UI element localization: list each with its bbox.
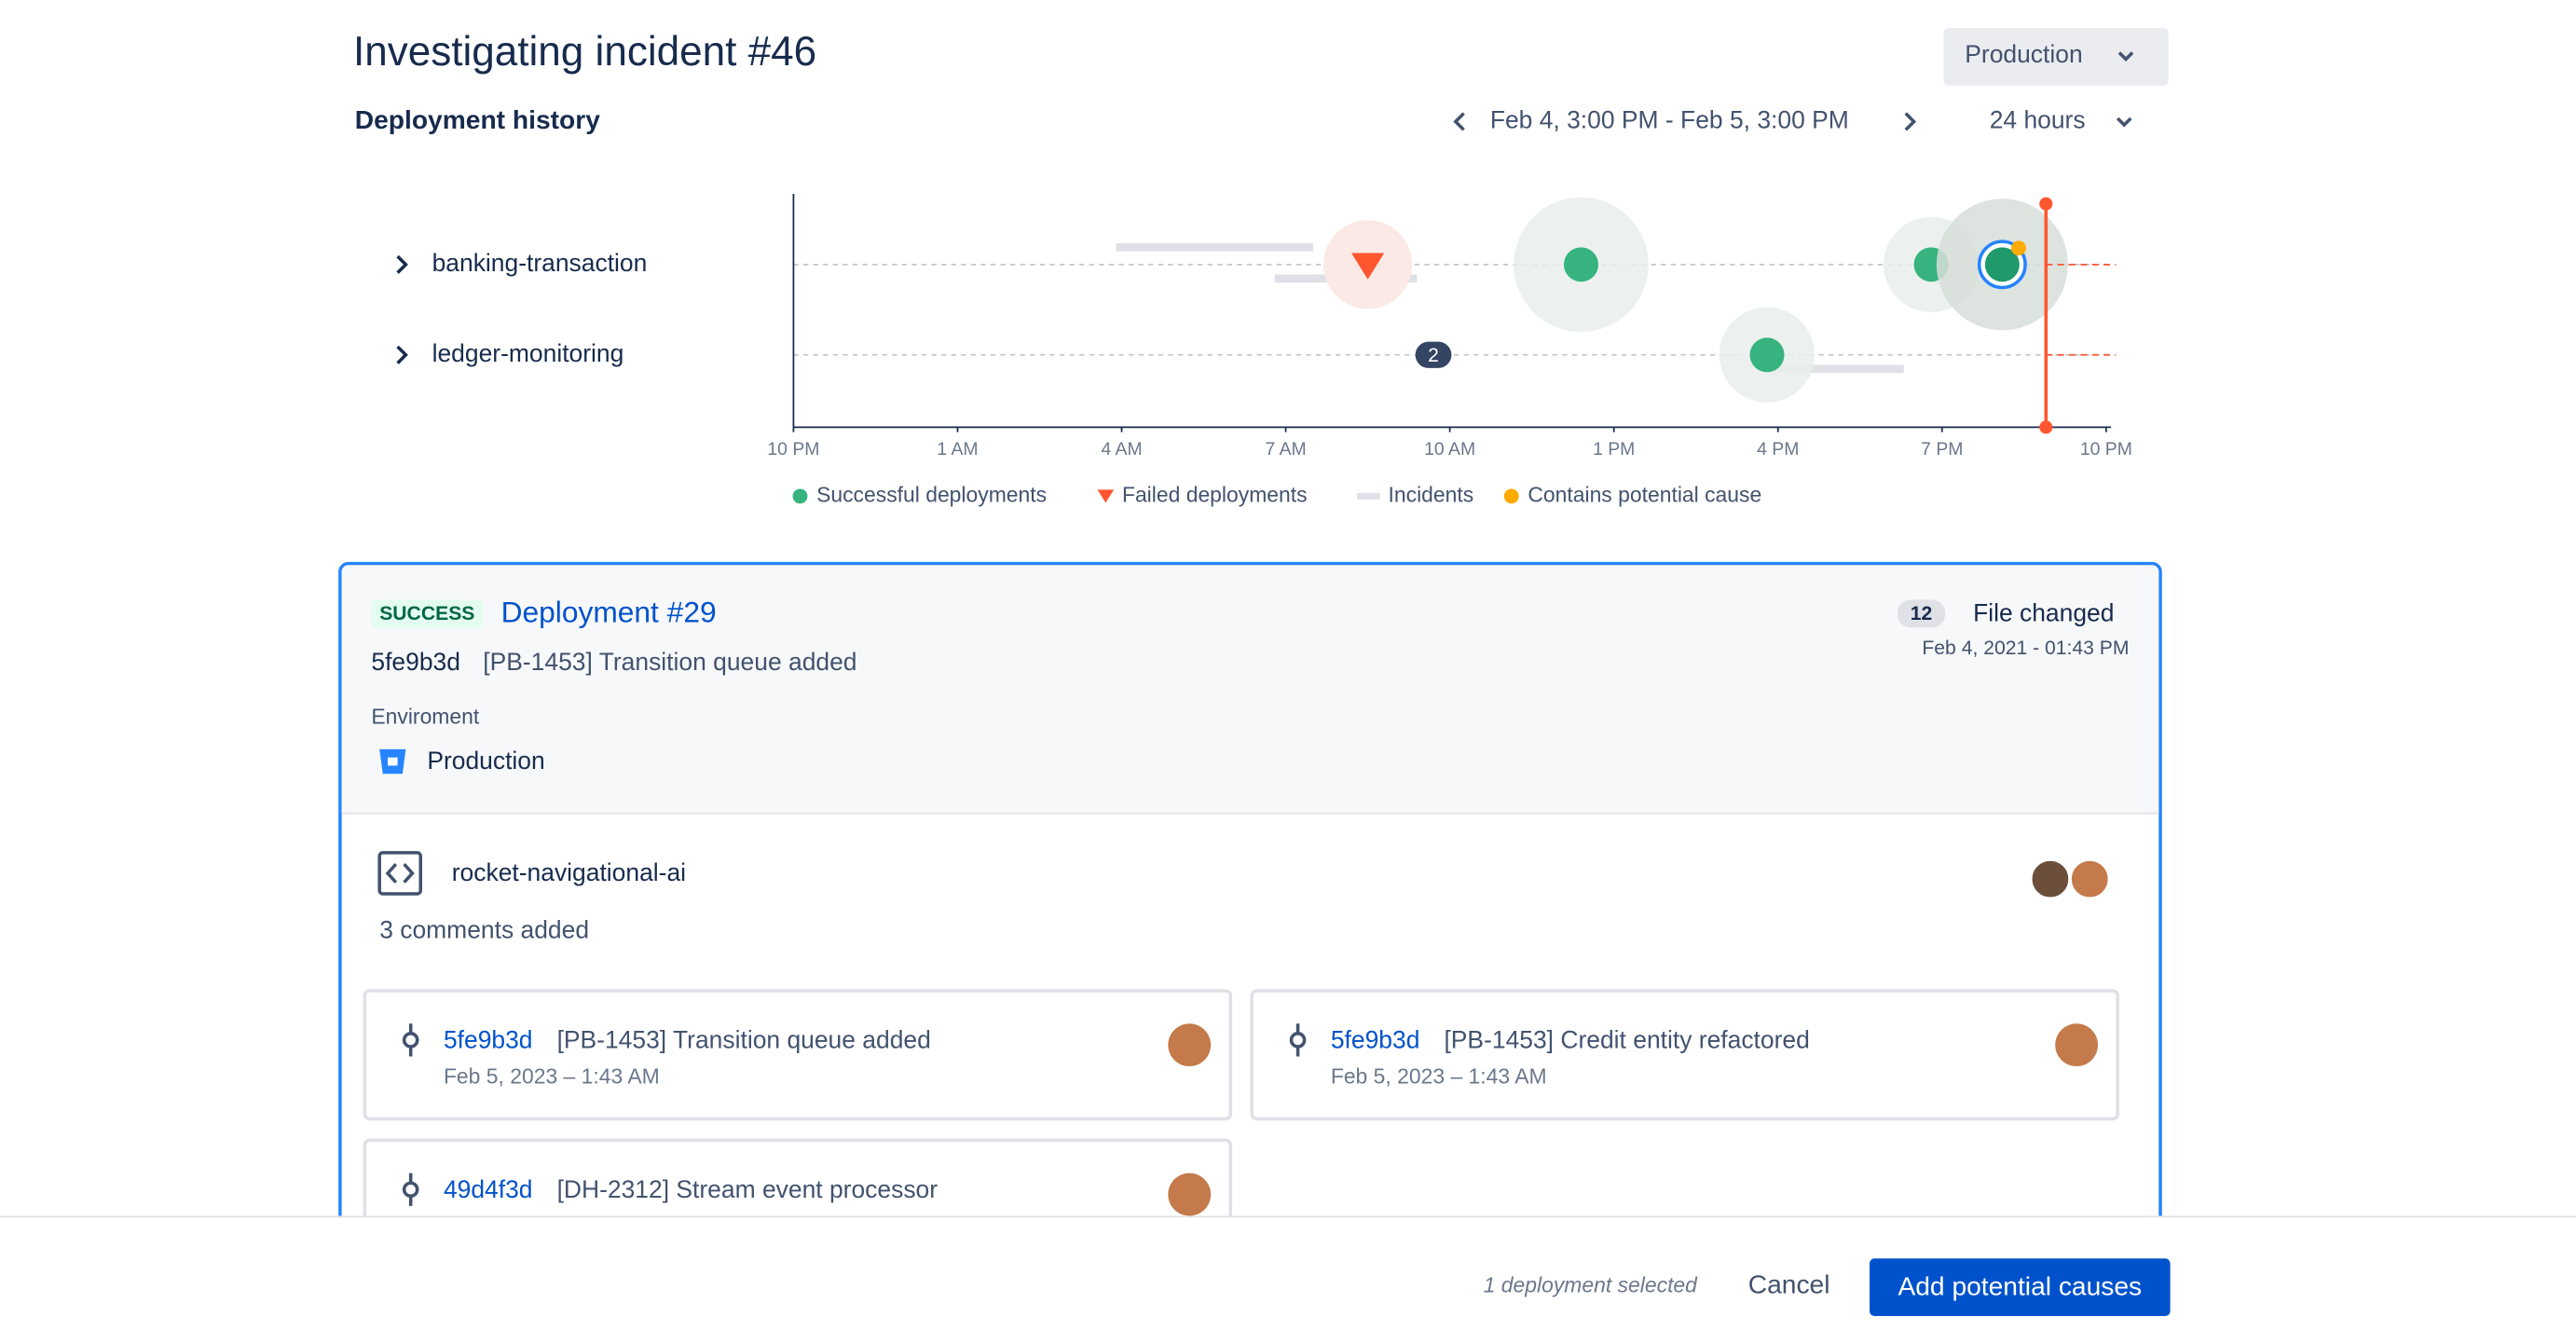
page-title: Investigating incident #46 [353, 29, 816, 75]
repo-icon [377, 851, 423, 896]
avatar [2068, 857, 2112, 901]
environment-dropdown[interactable] [1943, 28, 2169, 86]
x-tick-label: 7 AM [1265, 439, 1306, 459]
x-tick-label: 1 AM [937, 439, 978, 459]
expand-chevron[interactable] [396, 345, 408, 364]
next-range[interactable] [1904, 112, 1917, 131]
submit-button[interactable] [1870, 1258, 2171, 1316]
x-tick-label: 4 PM [1757, 439, 1799, 459]
repo-icon-code [385, 863, 415, 884]
selection-count: 1 deployment selected [1484, 1272, 1698, 1296]
commit-message: [PB-1453] Transition queue added [483, 648, 856, 676]
now-dot [2039, 197, 2053, 211]
legend-marker [1097, 489, 1115, 503]
legend-marker [1503, 488, 1519, 504]
commit-icon [402, 1181, 419, 1199]
files-badge [1897, 599, 1946, 628]
commit-message: [PB-1453] Credit entity refactored [1444, 1026, 1809, 1054]
status-text: SUCCESS [379, 603, 474, 624]
window-dropdown[interactable]: 24 hours [1990, 105, 2086, 133]
legend-label: Successful deployments [816, 482, 1047, 506]
row-label: banking-transaction [432, 249, 648, 277]
deployment-title[interactable]: Deployment #29 [501, 596, 717, 629]
deployment-chart: banking-transaction ledger-monitoring 10 P… [396, 194, 2132, 506]
chevron-down [2116, 117, 2132, 128]
commit-card[interactable] [1250, 989, 2119, 1121]
deployment-date: Feb 4, 2021 - 01:43 PM [1922, 638, 2129, 659]
avatar [2029, 857, 2072, 901]
row-label: ledger-monitoring [432, 339, 624, 367]
files-count: 12 [1911, 603, 1933, 624]
successful-deployment[interactable] [1984, 247, 2020, 282]
potential-cause [2011, 240, 2026, 256]
environment-dropdown-label[interactable]: Production [1965, 40, 2082, 68]
successful-deployment[interactable] [1563, 247, 1598, 282]
failed-deployment[interactable] [1350, 253, 1385, 280]
avatar [1168, 1173, 1212, 1216]
commit-hash[interactable]: 49d4f3d [444, 1175, 533, 1203]
legend-marker [1357, 492, 1380, 500]
x-tick-label: 10 PM [2080, 439, 2132, 459]
incident-bar[interactable] [1116, 242, 1313, 252]
environment-label: Enviroment [371, 704, 479, 728]
comments-count: 3 comments added [379, 915, 589, 943]
avatar [2055, 1023, 2099, 1067]
x-tick-label: 10 PM [767, 439, 819, 459]
repo-name: rocket-navigational-ai [452, 858, 686, 886]
section-title: Deployment history [355, 104, 600, 134]
cancel-button[interactable]: Cancel [1748, 1269, 1830, 1299]
expand-chevron[interactable] [396, 254, 408, 274]
cluster-count: 2 [1428, 345, 1439, 366]
commit-message: [DH-2312] Stream event processor [557, 1175, 939, 1203]
commit-hash[interactable]: 5fe9b3d [444, 1026, 533, 1054]
prev-range[interactable] [1453, 112, 1465, 131]
avatar [1168, 1023, 1212, 1067]
legend-marker [792, 488, 808, 504]
status-lozenge [371, 599, 484, 628]
files-label: File changed [1973, 598, 2114, 626]
commit-card[interactable] [363, 989, 1233, 1121]
commit-hash[interactable]: 5fe9b3d [1331, 1026, 1420, 1054]
commit-icon [402, 1032, 419, 1049]
commit-hash: 5fe9b3d [371, 648, 460, 676]
environment-icon-detail [388, 757, 398, 766]
commit-icon [1289, 1032, 1307, 1049]
x-tick-label: 7 PM [1921, 439, 1963, 459]
successful-deployment[interactable] [1749, 337, 1785, 373]
chevron-down [2117, 51, 2134, 62]
cluster-badge[interactable] [1415, 341, 1452, 368]
range-label: Feb 4, 3:00 PM - Feb 5, 3:00 PM [1490, 105, 1849, 133]
card-header-bg [341, 565, 2159, 814]
environment-value: Production [427, 747, 544, 775]
submit-button-label[interactable]: Add potential causes [1898, 1270, 2142, 1300]
incident-bar[interactable] [1767, 364, 1904, 374]
x-tick-label: 4 AM [1101, 439, 1142, 459]
commit-message: [PB-1453] Transition queue added [557, 1026, 931, 1054]
now-dot [2039, 420, 2053, 434]
legend-label: Incidents [1389, 482, 1474, 506]
legend-label: Contains potential cause [1528, 482, 1761, 506]
x-tick-label: 10 AM [1424, 439, 1475, 459]
commit-date: Feb 5, 2023 – 1:43 AM [444, 1063, 660, 1088]
x-tick-label: 1 PM [1593, 439, 1635, 459]
commit-date: Feb 5, 2023 – 1:43 AM [1331, 1063, 1547, 1088]
footer [0, 1215, 2576, 1344]
legend-label: Failed deployments [1122, 482, 1308, 506]
